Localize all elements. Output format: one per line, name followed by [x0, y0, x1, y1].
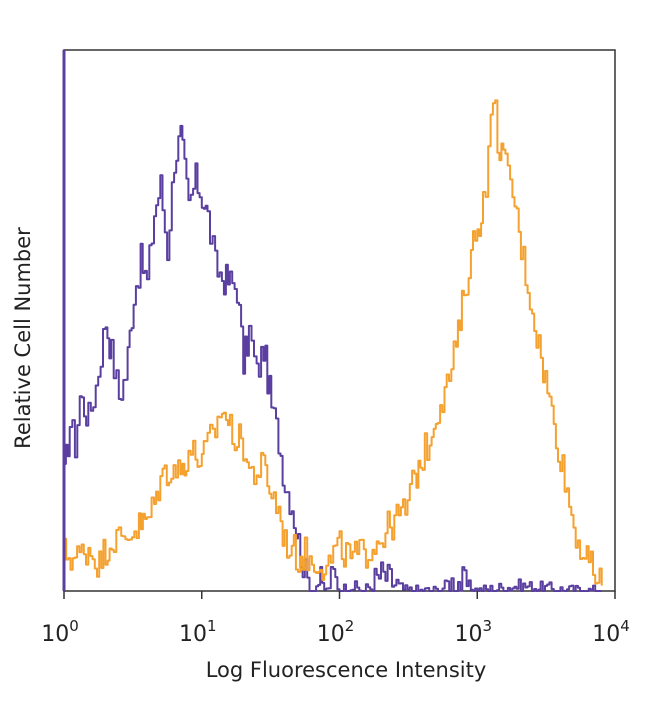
y-axis-title: Relative Cell Number — [11, 227, 35, 449]
x-tick-label: 102 — [317, 617, 355, 647]
series-line-2 — [64, 99, 603, 586]
x-axis-title: Log Fluorescence Intensity — [206, 658, 487, 682]
plot-frame — [63, 49, 616, 592]
series-line-1 — [64, 124, 602, 592]
x-axis-ticks: 100 101 102 103 104 — [41, 591, 630, 647]
x-tick-label: 100 — [41, 617, 79, 647]
x-tick-label: 104 — [592, 617, 630, 647]
x-tick-label: 101 — [179, 617, 217, 647]
series-layer — [64, 99, 603, 592]
x-tick-label: 103 — [454, 617, 492, 647]
